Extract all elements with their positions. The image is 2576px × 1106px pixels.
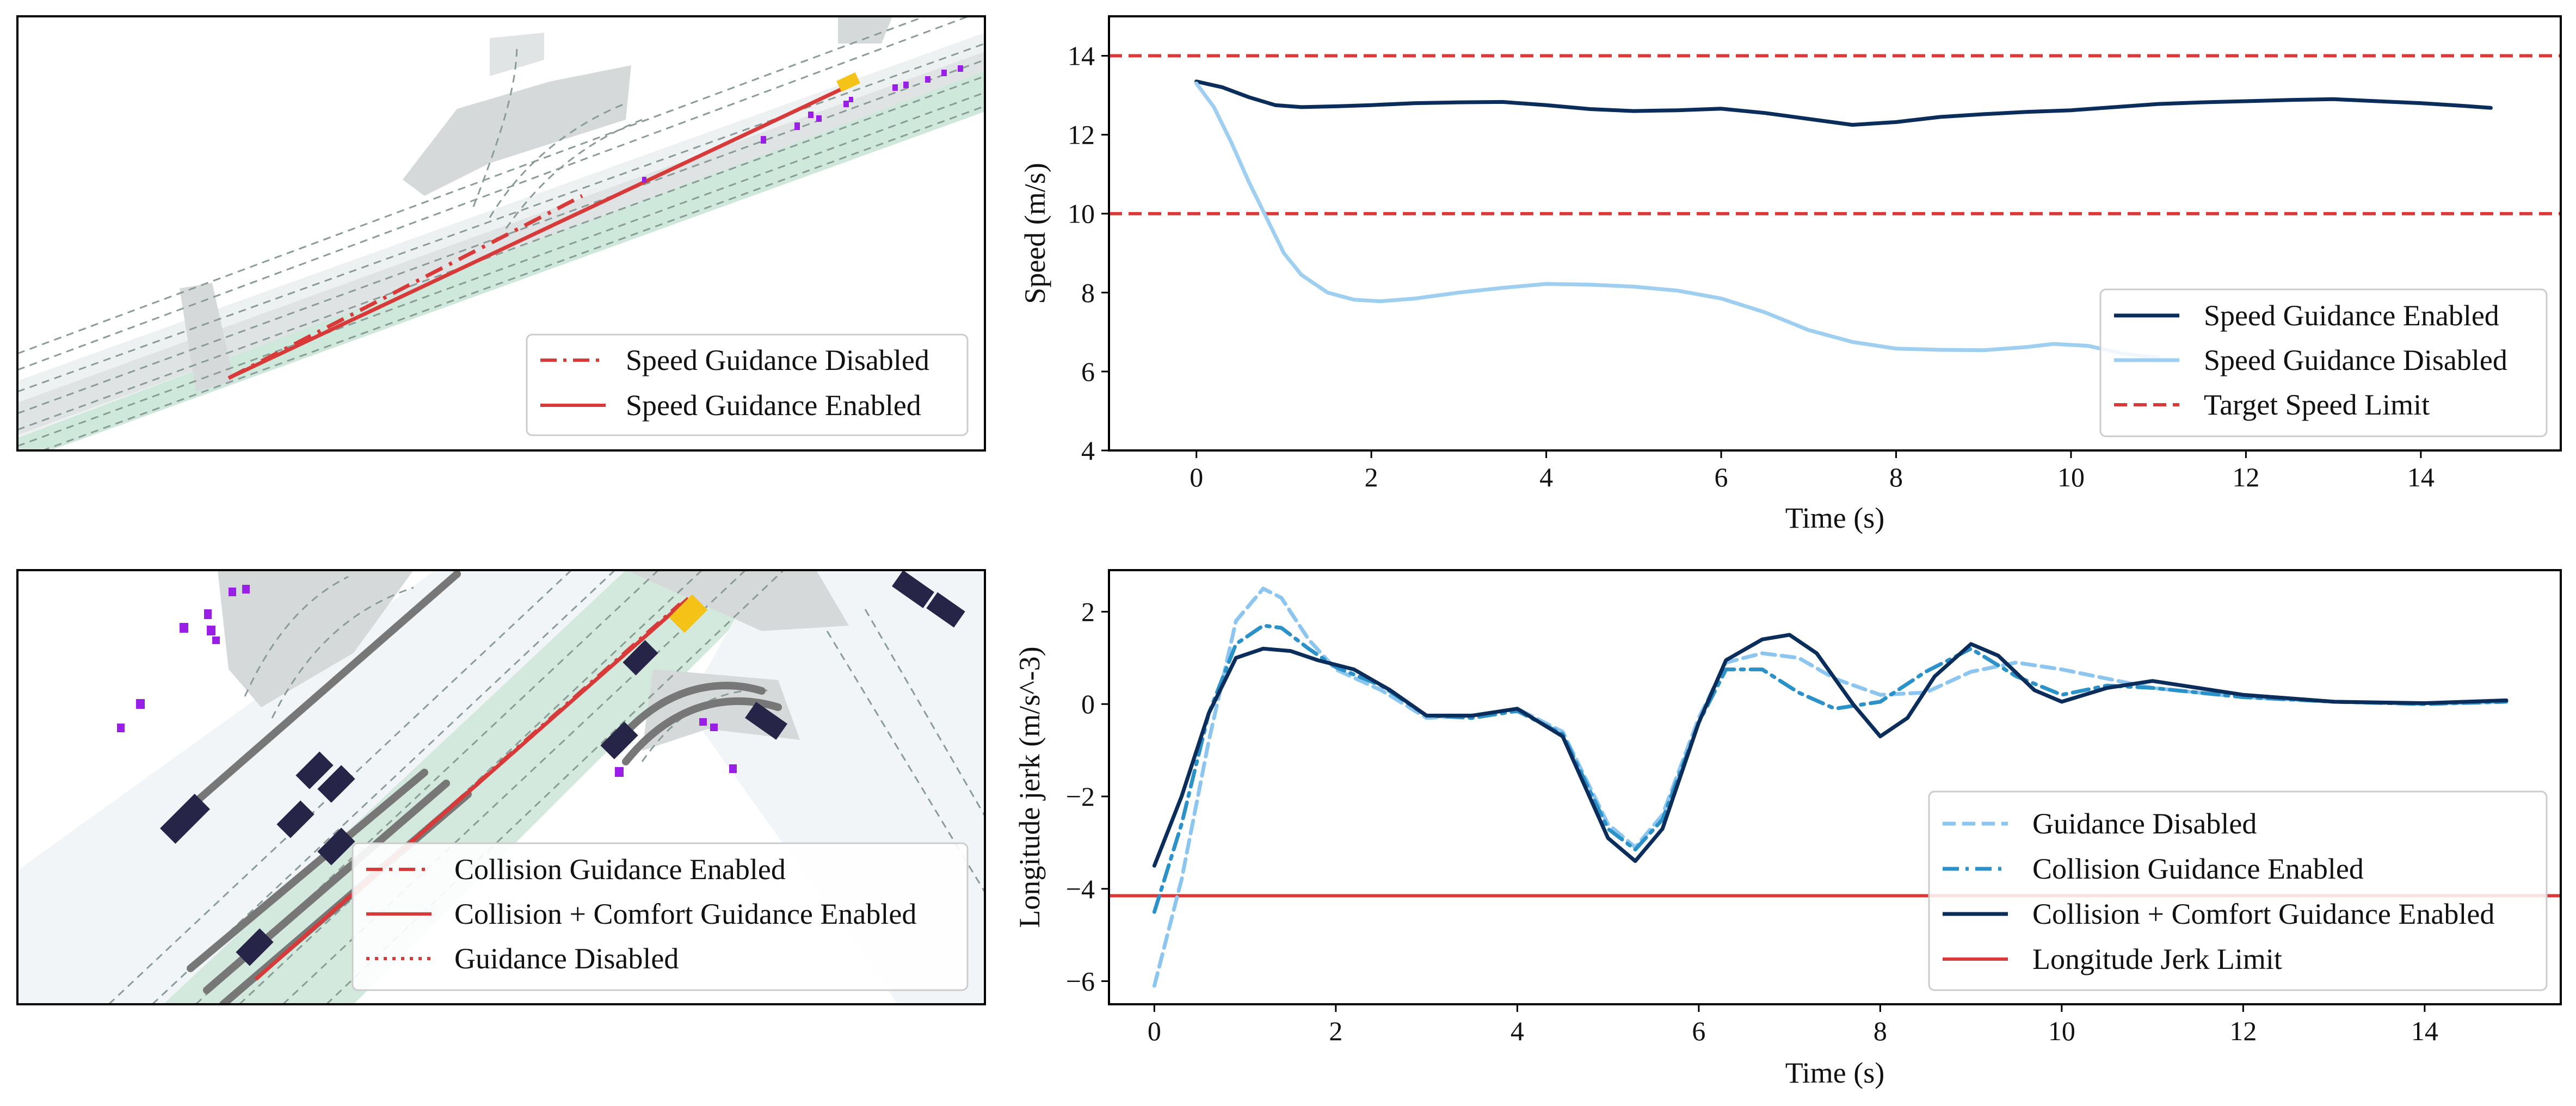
speed-ytick-label: 4 [1081,435,1095,466]
jerk-chart-legend: Guidance Disabled Collision Guidance Ena… [1928,790,2548,991]
legend-speed-guidance-disabled: Speed Guidance Disabled [626,344,929,376]
legend-jerk-limit: Longitude Jerk Limit [2032,943,2282,975]
legend-comfort-guidance: Collision + Comfort Guidance Enabled [454,898,916,930]
scene-bottom-map: Collision Guidance Enabled Collision + C… [16,569,986,1005]
jerk-xtick-label: 6 [1692,1016,1705,1046]
legend-speed-guidance-enabled: Speed Guidance Enabled [626,389,921,422]
scene-top-legend: Speed Guidance Disabled Speed Guidance E… [526,333,969,436]
scene-bottom-frame [16,569,986,1005]
speed-ytick-label: 8 [1081,277,1095,308]
trajectory-comfort-guidance [254,597,690,981]
jerk-ytick-label: 2 [1081,596,1095,627]
legend-collision-guidance-enabled: Collision Guidance Enabled [2032,852,2364,885]
jerk-xtick-label: 14 [2411,1016,2438,1046]
speed-xtick-label: 2 [1365,462,1378,492]
jerk-xtick-label: 4 [1511,1016,1524,1046]
jerk-xtick-label: 8 [1874,1016,1887,1046]
jerk-chart: 0 2 4 6 8 10 12 14 −6 −4 −2 0 2 Time (s) Longitude … [1013,569,2562,1089]
speed-ytick-label: 6 [1081,356,1095,387]
legend-speed-enabled: Speed Guidance Enabled [2204,299,2499,332]
scene-bottom-legend: Collision Guidance Enabled Collision + C… [352,842,969,991]
jerk-xtick-label: 10 [2048,1016,2075,1046]
jerk-xtick-label: 12 [2229,1016,2257,1046]
pedestrian-icons [642,65,963,182]
jerk-ytick-label: −4 [1066,874,1095,904]
ego-vehicle-icon [836,72,860,92]
vehicle-icons [160,570,965,966]
speed-ytick-label: 10 [1068,199,1095,229]
speed-ytick-label: 14 [1068,41,1095,71]
lane-band [17,71,985,450]
jerk-xtick-label: 0 [1148,1016,1161,1046]
legend-target-speed-limit: Target Speed Limit [2204,388,2430,421]
speed-xtick-label: 6 [1715,462,1728,492]
speed-xtick-label: 8 [1889,462,1903,492]
jerk-ytick-label: −2 [1066,781,1095,812]
speed-xtick-label: 0 [1190,462,1203,492]
legend-guidance-disabled: Guidance Disabled [2032,807,2257,840]
jerk-chart-ylabel: Longitude jerk (m/s^-3) [1013,646,1046,928]
scene-top-frame [16,15,986,452]
legend-collision-comfort-enabled: Collision + Comfort Guidance Enabled [2032,898,2494,930]
jerk-xtick-label: 2 [1329,1016,1342,1046]
legend-collision-guidance: Collision Guidance Enabled [454,853,786,886]
speed-chart-xlabel: Time (s) [1785,502,1885,534]
speed-xtick-label: 10 [2057,462,2085,492]
legend-speed-disabled: Speed Guidance Disabled [2204,344,2507,376]
legend-guidance-disabled: Guidance Disabled [454,942,679,975]
speed-xtick-label: 4 [1539,462,1553,492]
jerk-ytick-label: −6 [1066,966,1095,997]
trajectory-guidance-disabled [227,194,583,380]
trajectory-guidance-enabled [227,82,853,380]
scene-top-map: Speed Guidance Disabled Speed Guidance E… [16,15,986,452]
speed-series-1 [1194,81,2161,360]
jerk-series-2 [1152,633,2509,868]
ego-vehicle-icon [669,594,708,633]
jerk-ytick-label: 0 [1081,689,1095,719]
speed-xtick-label: 12 [2232,462,2259,492]
speed-chart-legend: Speed Guidance Enabled Speed Guidance Di… [2099,288,2548,437]
pedestrian-icons [117,585,737,777]
speed-chart-ylabel: Speed (m/s) [1019,163,1051,304]
speed-xtick-label: 14 [2407,462,2435,492]
jerk-chart-xlabel: Time (s) [1785,1056,1885,1089]
speed-ytick-label: 12 [1068,120,1095,150]
speed-chart-frame [1108,15,2562,452]
speed-series-0 [1194,79,2493,127]
jerk-chart-frame [1108,569,2562,1005]
speed-chart: 0 2 4 6 8 10 12 14 4 6 8 10 12 14 Time (s) Speed (m/… [1019,15,2562,534]
